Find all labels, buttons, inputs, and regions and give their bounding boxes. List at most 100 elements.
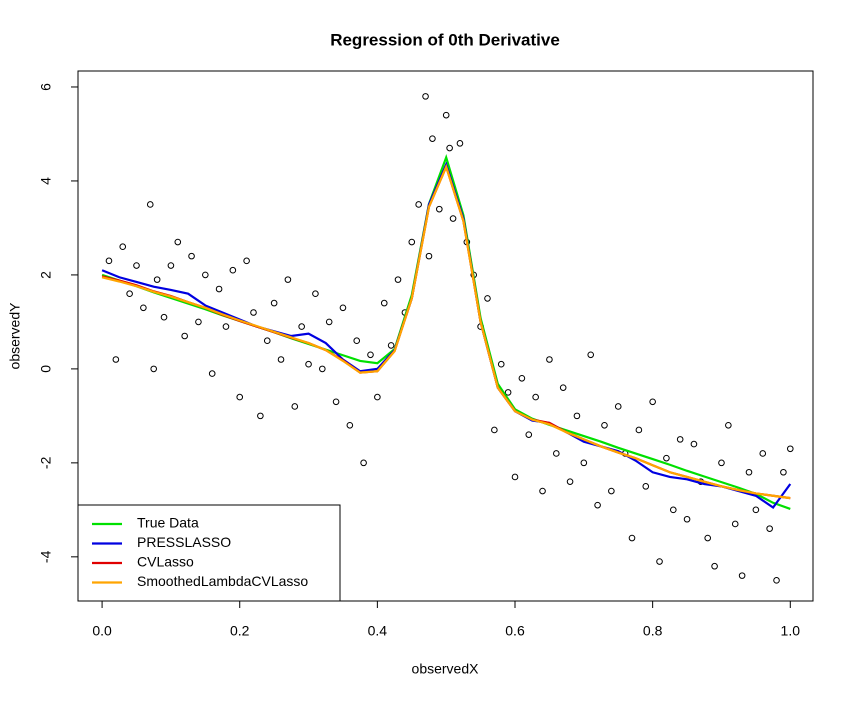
data-point (346, 421, 354, 429)
data-point (270, 299, 278, 307)
y-tick-label: -2 (38, 456, 54, 469)
data-point (690, 440, 698, 448)
data-point (312, 290, 319, 298)
x-axis-title: observedX (412, 661, 480, 677)
data-point (553, 450, 560, 457)
data-point (422, 93, 429, 100)
data-point (140, 304, 147, 312)
data-point (367, 351, 374, 359)
data-point (353, 337, 361, 344)
data-point (649, 398, 656, 406)
data-point (656, 558, 663, 565)
y-tick-label: 2 (38, 271, 54, 279)
data-point (608, 487, 615, 495)
data-point (635, 426, 643, 434)
data-point (718, 459, 725, 467)
legend-label: CVLasso (137, 554, 194, 570)
y-tick-label: 6 (38, 83, 54, 91)
x-tick-label: 0.4 (368, 623, 388, 639)
data-point (298, 323, 305, 330)
data-point (229, 266, 237, 274)
data-point (511, 473, 519, 481)
data-point (442, 111, 450, 119)
data-point (676, 436, 684, 443)
data-point (704, 534, 712, 542)
data-point (738, 572, 746, 579)
data-point (429, 135, 436, 142)
data-point (614, 403, 622, 410)
data-point (711, 562, 718, 570)
data-point (105, 257, 113, 265)
data-point (188, 252, 195, 260)
data-point (208, 370, 216, 377)
y-tick-label: 0 (38, 365, 54, 373)
data-point (752, 506, 760, 514)
data-point (257, 412, 264, 420)
data-point (587, 351, 595, 359)
data-point (573, 412, 581, 420)
data-point (580, 459, 588, 467)
data-point (222, 323, 230, 330)
data-point (449, 215, 457, 222)
data-point (663, 454, 670, 462)
x-tick-label: 0.2 (230, 623, 250, 639)
data-point (566, 478, 574, 485)
data-point (415, 201, 422, 208)
data-point (759, 450, 767, 457)
data-point (133, 262, 140, 269)
data-point (167, 262, 175, 269)
data-point (497, 360, 505, 368)
data-point (112, 356, 120, 363)
data-point (436, 205, 443, 213)
x-tick-label: 0.0 (92, 623, 112, 639)
data-point (263, 337, 271, 344)
data-point (628, 534, 636, 542)
data-point (491, 426, 498, 434)
data-point (305, 360, 312, 368)
data-point (446, 144, 453, 152)
data-point (725, 421, 732, 429)
data-point (284, 276, 292, 283)
data-point (669, 506, 677, 514)
data-point (236, 393, 244, 401)
series-line (101, 163, 791, 500)
data-point (202, 271, 209, 279)
data-point (683, 515, 691, 523)
data-point (174, 238, 182, 246)
legend-box (77, 504, 341, 602)
data-point (380, 299, 388, 307)
data-point (119, 243, 127, 251)
data-point (153, 276, 161, 283)
data-point (319, 365, 326, 373)
data-point (150, 365, 158, 373)
data-point (374, 393, 381, 401)
data-point (277, 356, 285, 363)
data-point (215, 285, 223, 293)
data-point (484, 295, 491, 302)
data-point (243, 257, 250, 265)
y-axis-title: observedY (7, 302, 23, 370)
data-point (425, 252, 433, 260)
data-point (332, 398, 340, 406)
data-point (126, 290, 133, 298)
data-point (745, 468, 753, 476)
series-line (101, 161, 792, 510)
data-point (181, 332, 188, 340)
data-point (291, 403, 299, 410)
legend-label: PRESSLASSO (137, 534, 231, 550)
series-line (101, 163, 791, 500)
chart-title: Regression of 0th Derivative (330, 30, 560, 49)
data-point (250, 309, 257, 316)
data-point (601, 421, 608, 429)
data-point (160, 313, 168, 321)
data-point (195, 318, 202, 326)
data-point (539, 487, 546, 495)
data-point (504, 389, 512, 396)
data-point (525, 431, 533, 438)
x-tick-label: 0.6 (505, 623, 525, 639)
data-point (408, 238, 416, 246)
data-point (546, 356, 553, 363)
data-point (146, 201, 154, 208)
series-line (101, 153, 791, 510)
data-point (325, 318, 333, 326)
